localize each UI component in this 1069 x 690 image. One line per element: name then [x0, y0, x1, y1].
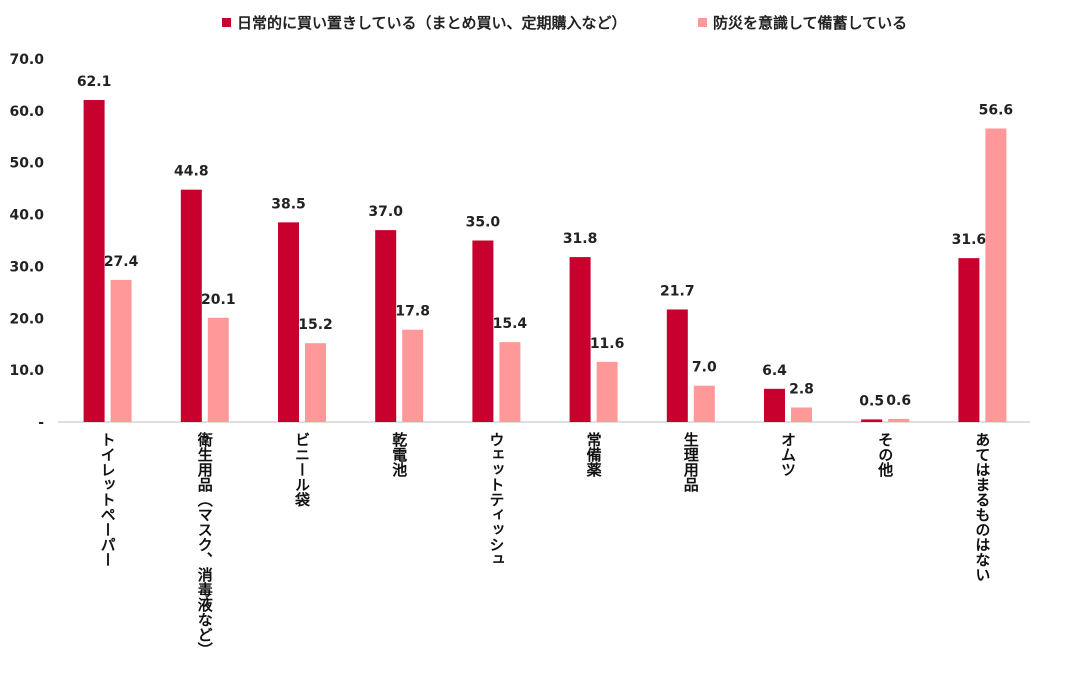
legend-label-series-2: 防災を意識して備蓄している: [713, 14, 908, 32]
data-label-series-2: 56.6: [979, 102, 1014, 118]
data-label-series-1: 44.8: [174, 164, 209, 180]
y-tick-label: 60.0: [9, 104, 44, 120]
bar-series-2: [596, 361, 618, 422]
bar-series-2: [110, 279, 132, 422]
bar-series-1: [666, 309, 688, 422]
bar-series-2: [888, 418, 910, 422]
category-label: 乾電池: [390, 431, 408, 478]
y-tick-label: 50.0: [9, 156, 44, 172]
y-tick-label: 10.0: [9, 363, 44, 379]
bar-series-2: [791, 407, 812, 422]
category-label: 衛生用品（マスク、消毒液など）: [196, 431, 214, 657]
legend: 日常的に買い置きしている（まとめ買い、定期購入など） 防災を意識して備蓄している: [0, 12, 1069, 36]
data-label-series-2: 15.2: [298, 317, 333, 333]
legend-swatch-series-2: [698, 18, 707, 27]
data-label-series-2: 0.6: [886, 393, 911, 409]
bar-series-2: [402, 329, 424, 422]
y-tick-label: 20.0: [9, 311, 44, 327]
data-label-series-1: 31.8: [563, 231, 598, 247]
y-tick-label: 70.0: [9, 52, 44, 68]
category-label: 生理用品: [682, 431, 700, 493]
data-label-series-1: 35.0: [466, 215, 501, 231]
data-label-series-2: 7.0: [692, 360, 717, 376]
bar-series-1: [764, 388, 785, 422]
category-label: トイレットペーパー: [99, 432, 117, 567]
data-label-series-1: 62.1: [77, 74, 112, 90]
data-label-series-2: 17.8: [395, 304, 430, 320]
y-tick-label: 40.0: [9, 208, 44, 224]
bar-series-1: [278, 222, 299, 422]
bar-series-1: [861, 419, 883, 422]
data-label-series-1: 38.5: [271, 196, 306, 212]
category-label: あてはまるものはない: [973, 432, 991, 582]
bar-series-2: [207, 317, 229, 422]
bar-series-2: [985, 128, 1007, 422]
y-tick-label: 30.0: [9, 259, 44, 275]
bar-series-1: [569, 257, 591, 422]
data-label-series-1: 31.6: [952, 232, 987, 248]
data-label-series-1: 37.0: [368, 204, 403, 220]
category-label: ビニール袋: [293, 432, 311, 508]
data-label-series-2: 27.4: [104, 254, 139, 270]
bar-series-1: [958, 258, 980, 422]
bar-series-1: [375, 230, 397, 422]
data-label-series-2: 11.6: [590, 336, 625, 352]
bar-series-2: [499, 342, 521, 422]
bar-series-2: [693, 385, 715, 422]
y-tick-label: -: [38, 415, 44, 431]
data-label-series-1: 0.5: [859, 393, 884, 409]
data-label-series-2: 20.1: [201, 292, 236, 308]
bar-series-1: [472, 240, 494, 422]
data-label-series-1: 21.7: [660, 283, 695, 299]
data-label-series-2: 15.4: [493, 316, 528, 332]
category-label: オムツ: [779, 432, 797, 477]
category-label: ウェットティッシュ: [487, 432, 505, 567]
legend-swatch-series-1: [222, 18, 231, 27]
legend-label-series-1: 日常的に買い置きしている（まとめ買い、定期購入など）: [237, 14, 627, 32]
bar-series-1: [83, 99, 105, 423]
category-label: その他: [876, 432, 894, 478]
data-label-series-1: 6.4: [762, 363, 787, 379]
category-label: 常備薬: [585, 431, 603, 478]
legend-item-series-2: 防災を意識して備蓄している: [698, 12, 907, 33]
bar-series-2: [305, 343, 326, 422]
data-label-series-2: 2.8: [789, 381, 814, 397]
legend-item-series-1: 日常的に買い置きしている（まとめ買い、定期購入など）: [222, 12, 627, 33]
bar-series-1: [180, 189, 202, 422]
